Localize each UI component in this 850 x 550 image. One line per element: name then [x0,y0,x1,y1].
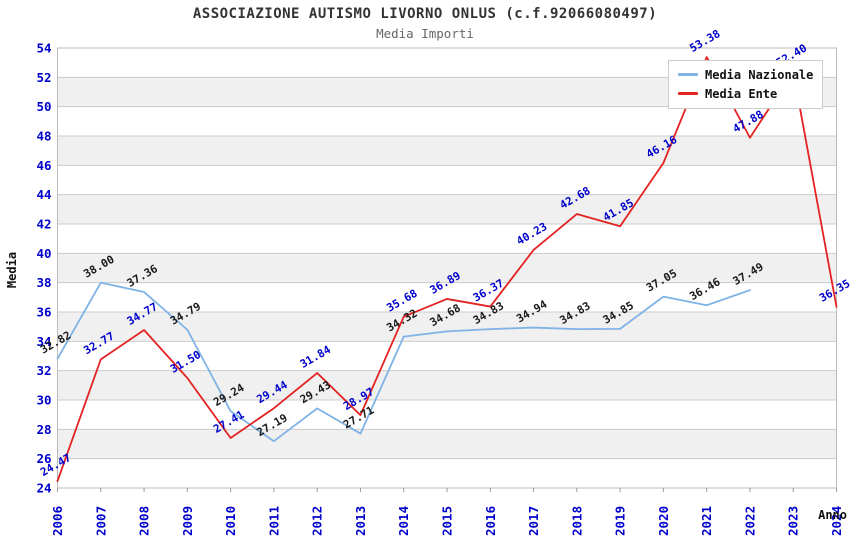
y-tick-label: 24 [36,481,51,496]
plot-band [57,429,837,459]
legend-label: Media Nazionale [705,67,814,82]
x-tick-label: 2011 [266,506,281,536]
x-tick-label: 2014 [396,506,411,536]
plot-band [57,136,837,166]
y-tick-label: 40 [36,246,51,261]
x-tick-label: 2010 [223,506,238,536]
x-tick-label: 2008 [137,506,152,536]
x-tick-label: 2023 [786,506,801,536]
y-tick-label: 48 [36,129,51,144]
plot-band [57,370,837,400]
y-tick-label: 54 [36,41,51,56]
point-label: 31.84 [298,343,334,371]
x-tick-label: 2021 [699,506,714,536]
y-tick-label: 42 [36,217,51,232]
plot-band [57,253,837,283]
y-tick-label: 36 [36,305,51,320]
x-tick-label: 2015 [440,506,455,536]
x-tick-label: 2024 [829,506,844,536]
plot-band [57,194,837,224]
legend-swatch-icon [678,92,698,95]
x-tick-label: 2019 [613,506,628,536]
y-tick-label: 44 [36,187,51,202]
legend-item-media-ente: Media Ente [678,84,813,103]
x-tick-label: 2006 [50,506,65,536]
x-tick-label: 2020 [656,506,671,536]
y-tick-label: 46 [36,158,51,173]
x-axis-label: Anno [818,508,847,522]
series-line-media-nazionale [56,281,751,443]
x-tick-label: 2007 [93,506,108,536]
x-tick-label: 2013 [353,506,368,536]
y-tick-label: 28 [36,422,51,437]
x-tick-label: 2009 [180,506,195,536]
y-tick-label: 38 [36,275,51,290]
y-tick-label: 34 [36,334,51,349]
series-line-media-ente [56,56,838,483]
plot-band [57,312,837,342]
y-tick-label: 50 [36,99,51,114]
legend-swatch-icon [678,73,698,76]
y-tick-label: 30 [36,393,51,408]
point-label: 53.38 [687,27,722,55]
y-tick-label: 32 [36,363,51,378]
x-tick-label: 2012 [310,506,325,536]
y-tick-label: 52 [36,70,51,85]
x-tick-label: 2018 [569,506,584,536]
legend-item-media-nazionale: Media Nazionale [678,65,813,84]
x-tick-label: 2016 [483,506,498,536]
legend-label: Media Ente [705,86,778,101]
chart-subtitle: Media Importi [376,26,474,41]
chart-title: ASSOCIAZIONE AUTISMO LIVORNO ONLUS (c.f.… [192,6,658,22]
y-tick-label: 26 [36,451,51,466]
x-tick-label: 2022 [742,506,757,536]
legend: Media Nazionale Media Ente [668,60,824,109]
x-tick-label: 2017 [526,506,541,536]
